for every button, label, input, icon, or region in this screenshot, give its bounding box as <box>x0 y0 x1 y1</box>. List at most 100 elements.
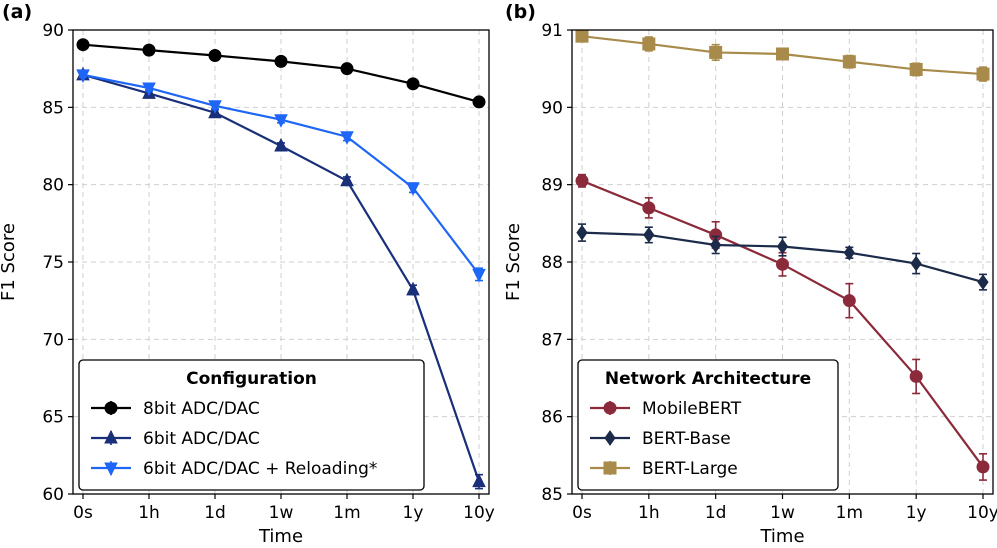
x-tick-label: 1y <box>906 503 927 523</box>
point-marker <box>340 62 354 76</box>
x-tick-label: 0s <box>572 503 592 523</box>
point-marker <box>472 473 486 488</box>
legend-entry: 8bit ADC/DAC <box>91 399 260 419</box>
y-tick-label: 87 <box>541 330 563 350</box>
legend-title: Configuration <box>186 369 317 389</box>
x-tick-label: 1m <box>333 503 360 523</box>
y-tick-label: 89 <box>541 176 563 196</box>
point-marker <box>842 294 856 308</box>
y-tick-label: 86 <box>541 408 563 428</box>
y-tick-label: 90 <box>42 21 64 41</box>
legend-entry: 6bit ADC/DAC <box>91 429 260 449</box>
series-mobilebert <box>575 173 990 481</box>
point-marker <box>842 55 856 69</box>
y-tick-label: 70 <box>42 330 64 350</box>
legend-entry: BERT-Large <box>590 459 738 479</box>
point-marker <box>604 430 616 446</box>
point-marker <box>710 237 722 253</box>
chart-panel-b: 0s 1h 1d 1w 1m 1y 10y 85 86 87 88 89 90 91 Time F1 Scor… <box>503 1 997 547</box>
legend: Network Architecture MobileBERT BERT-Base B… <box>577 359 839 491</box>
legend-label: BERT-Large <box>642 459 738 479</box>
legend-entry: MobileBERT <box>590 399 742 419</box>
y-tick-label: 90 <box>541 98 563 118</box>
point-marker <box>977 274 989 290</box>
point-marker <box>104 462 118 477</box>
x-axis-label: Time <box>258 526 303 547</box>
point-marker <box>909 369 923 383</box>
point-marker <box>776 257 789 271</box>
point-marker <box>642 37 656 51</box>
point-marker <box>104 401 118 415</box>
point-marker <box>576 224 588 241</box>
legend-label: MobileBERT <box>642 399 742 419</box>
point-marker <box>104 429 118 444</box>
point-marker <box>274 54 288 68</box>
point-marker <box>274 137 288 152</box>
point-marker <box>976 67 990 81</box>
point-marker <box>76 38 90 52</box>
y-tick-label: 65 <box>42 408 64 428</box>
point-marker <box>910 255 922 272</box>
point-marker <box>603 461 617 475</box>
legend-box <box>78 359 425 491</box>
point-marker <box>976 460 990 474</box>
point-marker <box>843 244 855 261</box>
series-6bit-adc-dac-reloading- <box>76 69 486 283</box>
point-marker <box>406 182 420 196</box>
y-tick-label: 80 <box>42 176 64 196</box>
x-tick-label: 1d <box>705 503 727 523</box>
series-8bit-adc-dac <box>76 38 486 109</box>
point-marker <box>142 43 156 57</box>
point-marker <box>575 29 589 43</box>
point-marker <box>776 238 789 255</box>
point-marker <box>603 401 617 415</box>
panel-label: (a) <box>2 1 32 23</box>
legend-entry: 6bit ADC/DAC + Reloading* <box>91 459 377 479</box>
legend-label: 6bit ADC/DAC + Reloading* <box>143 459 377 479</box>
x-tick-label: 0s <box>73 503 93 523</box>
point-marker <box>76 69 90 83</box>
point-marker <box>472 268 486 283</box>
point-marker <box>472 95 486 109</box>
y-tick-label: 75 <box>42 253 64 273</box>
x-tick-label: 1w <box>770 503 795 523</box>
point-marker <box>208 49 222 63</box>
x-tick-label: 10y <box>463 503 495 523</box>
x-tick-label: 10y <box>967 503 997 523</box>
legend: Configuration 8bit ADC/DAC 6bit ADC/DAC 6bi… <box>78 359 425 491</box>
point-marker <box>340 172 354 187</box>
y-tick-label: 88 <box>541 253 563 273</box>
point-marker <box>142 82 156 97</box>
legend-box <box>577 359 839 491</box>
legend-entry: BERT-Base <box>590 429 731 449</box>
legend-label: 6bit ADC/DAC <box>143 429 260 449</box>
x-tick-label: 1y <box>403 503 424 523</box>
x-tick-label: 1d <box>204 503 226 523</box>
series-bert-base <box>576 223 989 291</box>
panel-label: (b) <box>505 1 536 23</box>
point-marker <box>406 281 420 296</box>
point-marker <box>575 174 589 188</box>
point-marker <box>340 131 354 145</box>
legend-label: BERT-Base <box>642 429 731 449</box>
y-tick-label: 85 <box>42 98 64 118</box>
y-axis-label: F1 Score <box>503 223 524 301</box>
point-marker <box>274 114 288 128</box>
point-marker <box>642 201 656 215</box>
x-tick-label: 1h <box>138 503 160 523</box>
y-tick-label: 85 <box>541 485 563 505</box>
x-axis-label: Time <box>759 526 804 547</box>
x-tick-label: 1m <box>836 503 863 523</box>
point-marker <box>208 100 222 114</box>
x-tick-label: 1h <box>638 503 660 523</box>
point-marker <box>643 227 655 243</box>
y-tick-label: 60 <box>42 485 64 505</box>
legend-label: 8bit ADC/DAC <box>143 399 260 419</box>
series-bert-large <box>575 29 990 82</box>
y-tick-label: 91 <box>541 21 563 41</box>
y-axis-label: F1 Score <box>0 223 19 301</box>
x-tick-label: 1w <box>269 503 294 523</box>
chart-panel-a: 0s 1h 1d 1w 1m 1y 10y 60 65 70 75 80 85 90 Time F1 Scor… <box>0 1 495 547</box>
point-marker <box>406 77 420 91</box>
